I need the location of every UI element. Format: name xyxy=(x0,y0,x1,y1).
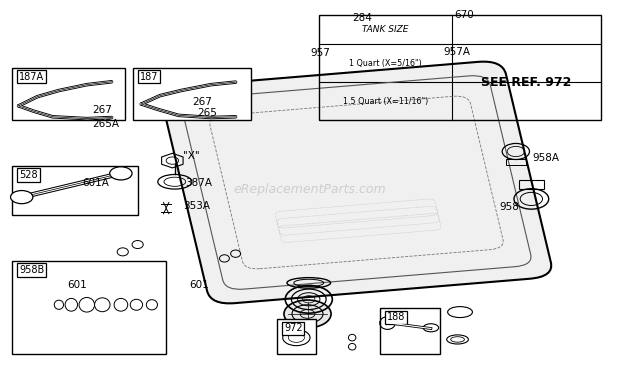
Bar xyxy=(133,68,251,120)
Text: 267: 267 xyxy=(92,104,112,115)
Text: 353A: 353A xyxy=(184,201,211,211)
Text: 528: 528 xyxy=(19,170,38,180)
Text: 1 Quart (X=5/16"): 1 Quart (X=5/16") xyxy=(349,59,422,68)
Text: 187A: 187A xyxy=(19,72,45,81)
Bar xyxy=(380,308,440,354)
Text: 187: 187 xyxy=(140,72,159,81)
Text: 957: 957 xyxy=(310,47,330,58)
Text: "X": "X" xyxy=(183,151,200,161)
Text: 601A: 601A xyxy=(82,177,108,188)
Text: 958: 958 xyxy=(499,202,519,212)
Bar xyxy=(277,319,316,354)
Circle shape xyxy=(110,167,132,180)
Bar xyxy=(12,261,166,354)
Text: eReplacementParts.com: eReplacementParts.com xyxy=(234,183,386,196)
Text: 601: 601 xyxy=(67,280,87,291)
Text: 1.5 Quart (X=11/16"): 1.5 Quart (X=11/16") xyxy=(343,97,428,106)
Circle shape xyxy=(284,300,331,328)
Text: 601: 601 xyxy=(189,280,209,291)
Text: TANK SIZE: TANK SIZE xyxy=(362,25,409,34)
Text: 957A: 957A xyxy=(443,47,471,57)
Text: 958A: 958A xyxy=(532,153,559,163)
Text: 265: 265 xyxy=(197,108,217,118)
Bar xyxy=(12,166,138,215)
Bar xyxy=(506,159,526,165)
Text: 265A: 265A xyxy=(92,119,119,129)
Text: SEE REF. 972: SEE REF. 972 xyxy=(482,76,572,89)
Circle shape xyxy=(11,191,33,204)
Text: 958B: 958B xyxy=(19,265,45,275)
Bar xyxy=(519,180,544,189)
Circle shape xyxy=(292,305,323,323)
Text: 267: 267 xyxy=(192,97,212,107)
Text: 284: 284 xyxy=(352,12,372,23)
Bar xyxy=(12,68,125,120)
Text: 670: 670 xyxy=(454,10,474,20)
Bar xyxy=(319,15,601,120)
Text: 387A: 387A xyxy=(185,178,212,188)
Text: 972: 972 xyxy=(284,323,303,333)
Text: 188: 188 xyxy=(387,312,405,322)
FancyBboxPatch shape xyxy=(162,62,551,303)
